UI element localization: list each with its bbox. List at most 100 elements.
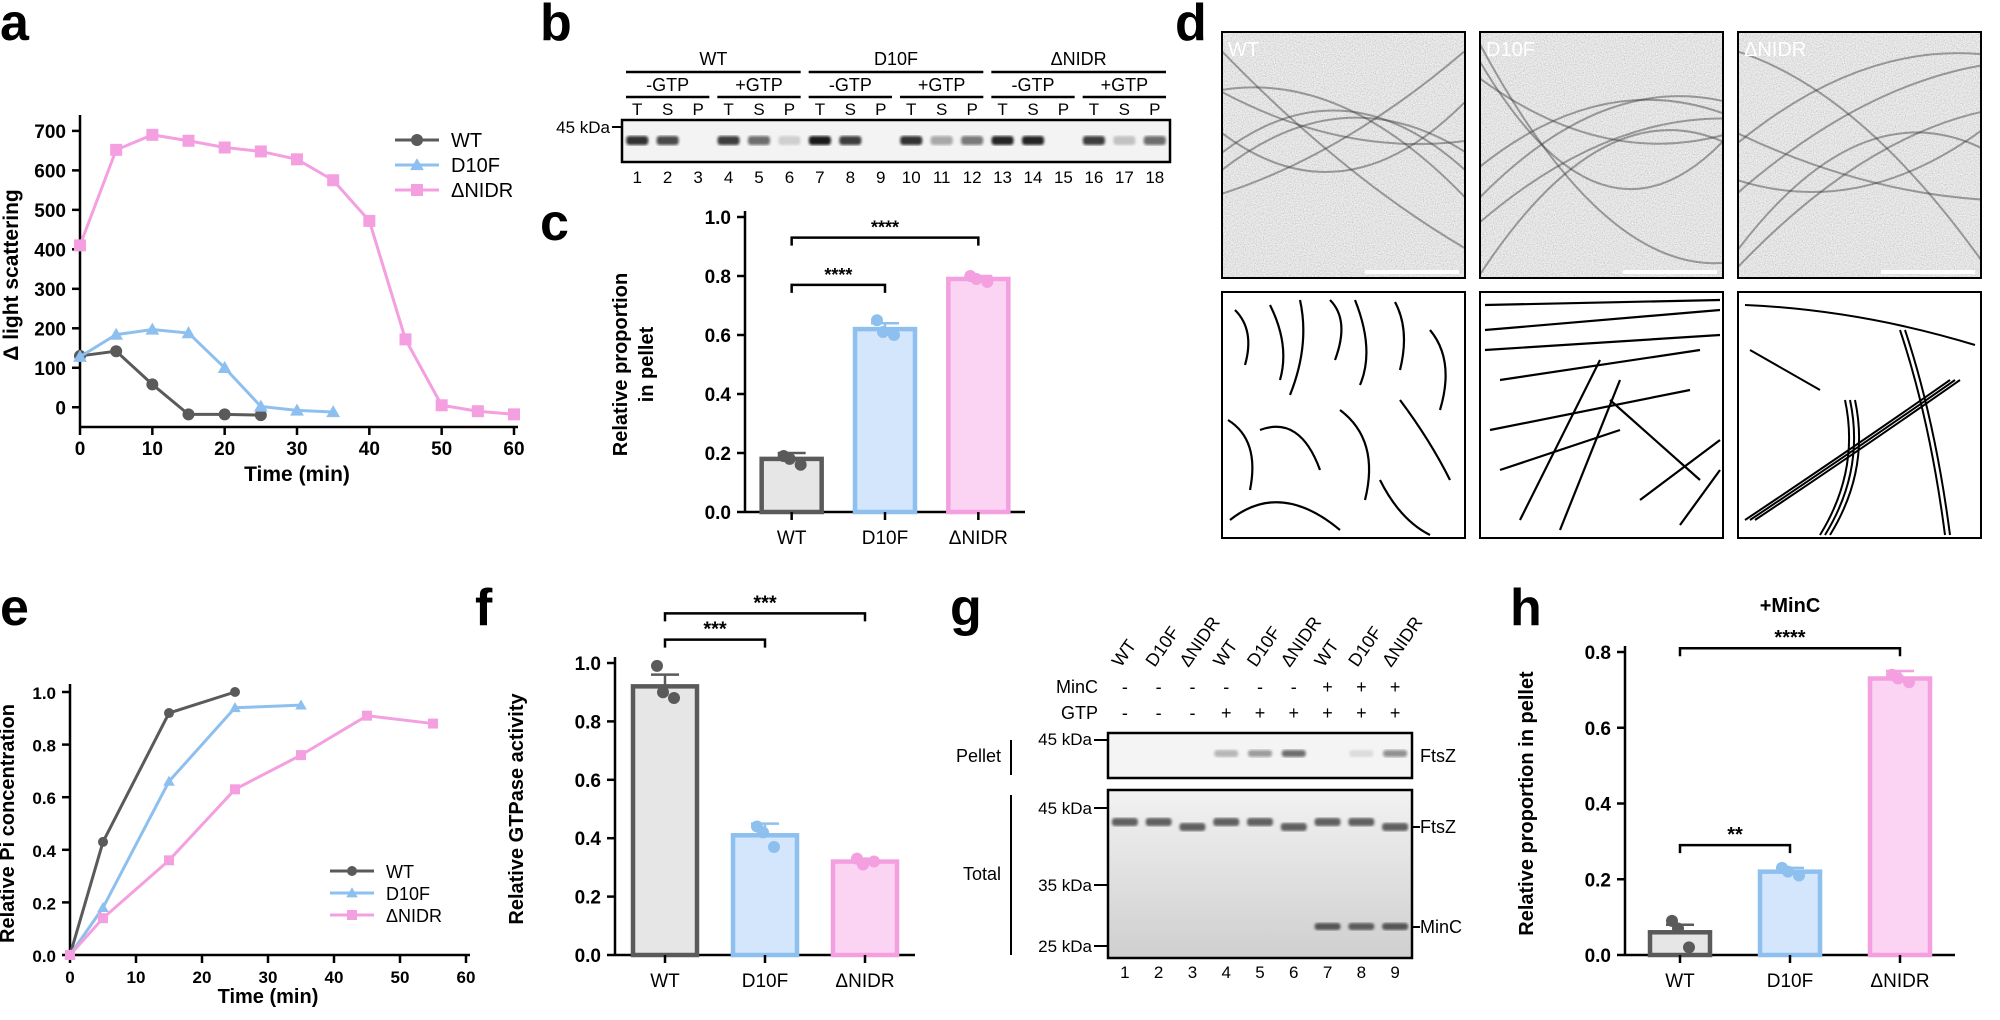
data-point bbox=[399, 333, 412, 346]
gel-b-fraction-label: T bbox=[997, 100, 1007, 119]
micrograph-filament bbox=[1479, 43, 1724, 265]
y-tick-label: 0.6 bbox=[705, 326, 731, 347]
micrograph-filament bbox=[1737, 132, 1982, 201]
micrograph-filament bbox=[1221, 116, 1466, 171]
gel-g-lane-number: 1 bbox=[1120, 963, 1129, 982]
data-point bbox=[254, 409, 267, 422]
drawn-filament bbox=[1744, 304, 1976, 346]
drawn-filament bbox=[1484, 308, 1721, 332]
micrograph-filament bbox=[1221, 109, 1466, 171]
gel-g-total-ftsz: FtsZ bbox=[1420, 817, 1456, 837]
drawn-filament bbox=[1353, 299, 1368, 386]
x-tick-label: ΔNIDR bbox=[835, 971, 894, 992]
gel-b-band bbox=[839, 136, 862, 145]
drawn-filament bbox=[1749, 349, 1821, 391]
bar bbox=[630, 684, 700, 958]
data-point bbox=[163, 775, 175, 786]
y-tick-label: 0.0 bbox=[705, 503, 731, 524]
gel-g-minc-sign: + bbox=[1356, 677, 1367, 697]
gel-b-lane-number: 18 bbox=[1145, 168, 1164, 187]
micrograph-filament bbox=[1737, 131, 1982, 251]
replicate-point bbox=[657, 686, 669, 699]
replicate-point bbox=[888, 329, 900, 341]
gel-g-ftsz-band bbox=[1145, 818, 1172, 826]
data-point bbox=[97, 901, 109, 912]
y-tick-label: 0.0 bbox=[575, 946, 601, 967]
legend-label: ΔNIDR bbox=[451, 180, 513, 202]
drawn-filament bbox=[1499, 348, 1701, 382]
gel-g-ftsz-band bbox=[1179, 823, 1206, 831]
drawn-filament bbox=[1899, 329, 1946, 536]
y-tick-label: 1.0 bbox=[705, 208, 731, 229]
gel-g-minc-sign: - bbox=[1257, 677, 1263, 697]
micrograph-label: ΔNIDR bbox=[1744, 39, 1806, 61]
drawn-filament bbox=[1229, 501, 1341, 531]
drawn-filament bbox=[1484, 333, 1721, 352]
x-tick-label: D10F bbox=[862, 528, 908, 549]
micrograph-filament bbox=[1479, 117, 1724, 223]
gel-g-total-marker: 25 kDa bbox=[1038, 937, 1092, 956]
micrograph-filament bbox=[1479, 95, 1724, 198]
drawn-filament bbox=[1394, 301, 1406, 371]
gel-b-condition-label: +GTP bbox=[735, 75, 783, 95]
x-tick-label: 0 bbox=[75, 439, 86, 460]
micrograph-filament bbox=[1221, 50, 1466, 195]
y-tick-label: 0.8 bbox=[705, 267, 731, 288]
gel-g-minc-band bbox=[1314, 923, 1341, 930]
gel-b-lane-number: 13 bbox=[993, 168, 1012, 187]
gel-b-band bbox=[1143, 136, 1166, 145]
x-tick-label: 60 bbox=[457, 968, 476, 987]
legend-marker bbox=[347, 866, 357, 876]
data-point bbox=[145, 322, 160, 335]
gel-b-lane-number: 4 bbox=[724, 168, 733, 187]
gel-g-pellet-band bbox=[1281, 750, 1306, 757]
gel-g-total-label: Total bbox=[963, 864, 1001, 884]
bar bbox=[759, 456, 824, 515]
gel-b-lane-number: 17 bbox=[1115, 168, 1134, 187]
y-axis-label: Relative GTPase activity bbox=[506, 693, 528, 925]
gel-b-condition-label: -GTP bbox=[646, 75, 689, 95]
drawn-filament bbox=[1499, 428, 1621, 472]
gel-b-lane-number: 9 bbox=[876, 168, 885, 187]
y-tick-label: 0.6 bbox=[32, 789, 56, 808]
gel-b-band bbox=[717, 136, 740, 145]
data-point bbox=[230, 687, 240, 697]
chart-f-gtpase-activity: 0.0 0.2 0.4 0.6 0.8 1.0 WT D10F ΔNIDR *** *** Relat… bbox=[506, 592, 915, 992]
data-point bbox=[164, 855, 174, 866]
chart-c-pellet-proportion: 0.0 0.2 0.4 0.6 0.8 1.0 WT D10F ΔNIDR **** **** Rel… bbox=[610, 208, 1025, 549]
gel-g-total-marker: 35 kDa bbox=[1038, 876, 1092, 895]
replicate-point bbox=[794, 458, 807, 471]
micrograph-frame bbox=[1479, 31, 1724, 279]
replicate-point bbox=[1892, 672, 1904, 685]
gel-g-ftsz-band bbox=[1280, 823, 1307, 831]
micrograph-filament bbox=[1737, 64, 1982, 194]
gel-b-band bbox=[778, 136, 801, 145]
gel-g-minc-band bbox=[1348, 923, 1375, 930]
data-point bbox=[326, 405, 341, 418]
gel-b-band bbox=[961, 136, 984, 145]
data-point bbox=[109, 327, 124, 340]
panel-letter-e: e bbox=[0, 579, 29, 637]
gel-g-minc-sign: - bbox=[1223, 677, 1229, 697]
y-tick-label: 0.2 bbox=[1585, 870, 1611, 891]
legend-label: ΔNIDR bbox=[386, 906, 442, 926]
gel-g-gtp-sign: - bbox=[1122, 703, 1128, 723]
micrograph-filament bbox=[1737, 130, 1982, 193]
bar bbox=[1647, 930, 1713, 958]
x-tick-label: WT bbox=[1665, 971, 1695, 992]
gel-g-gtp-sign: + bbox=[1390, 703, 1401, 723]
x-tick-label: 20 bbox=[214, 439, 235, 460]
data-point bbox=[471, 405, 484, 418]
micrograph-filament bbox=[1221, 91, 1466, 146]
x-tick-label: 50 bbox=[431, 439, 452, 460]
x-tick-label: ΔNIDR bbox=[1870, 971, 1929, 992]
y-tick-label: 0.0 bbox=[1585, 946, 1611, 967]
x-tick-label: 60 bbox=[503, 439, 524, 460]
gel-b-lane-number: 14 bbox=[1024, 168, 1043, 187]
gel-g-minc-label: MinC bbox=[1056, 677, 1098, 697]
legend-label: D10F bbox=[386, 884, 430, 904]
y-tick-label: 500 bbox=[34, 201, 66, 222]
gel-b-band bbox=[1113, 136, 1136, 145]
y-tick-label: 0.2 bbox=[32, 894, 56, 913]
